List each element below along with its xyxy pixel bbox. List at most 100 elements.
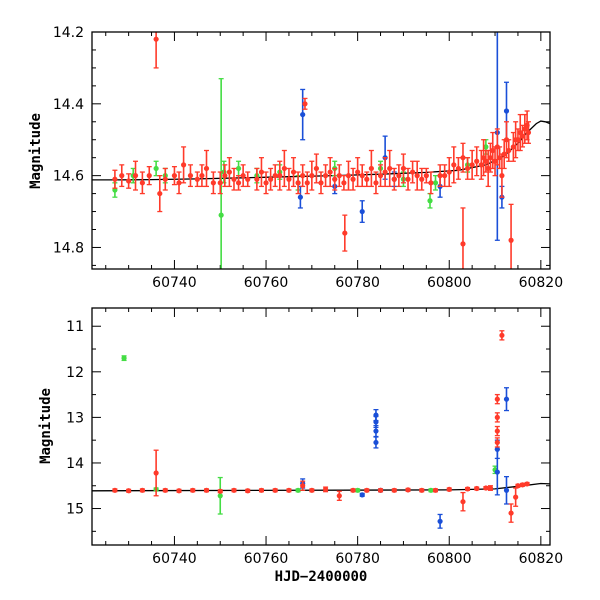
marker (217, 493, 223, 499)
marker (377, 487, 384, 493)
blue-data-point (300, 88, 306, 141)
red-data-point (332, 167, 338, 191)
marker (503, 487, 510, 493)
marker (400, 165, 407, 172)
marker (218, 212, 224, 218)
marker (162, 176, 168, 182)
marker (494, 439, 500, 446)
marker (451, 162, 457, 168)
marker (519, 133, 526, 139)
marker (460, 155, 466, 161)
marker (355, 487, 361, 493)
marker (446, 486, 452, 492)
red-data-point (464, 157, 471, 180)
red-data-point (309, 160, 315, 191)
marker (350, 487, 356, 493)
red-data-point (217, 488, 223, 494)
marker (309, 173, 315, 179)
model-curve (92, 120, 550, 181)
red-data-point (515, 483, 521, 489)
bottom-panel-xlabel: HJD−2400000 (275, 569, 368, 585)
marker (309, 487, 315, 493)
top-panel-frame (91, 31, 551, 270)
marker (483, 144, 489, 150)
marker (487, 485, 494, 491)
marker (313, 165, 320, 172)
marker (277, 173, 283, 179)
marker (515, 137, 521, 143)
marker (460, 499, 466, 505)
red-data-point (405, 487, 411, 493)
marker (513, 494, 519, 500)
marker (217, 180, 223, 186)
marker (515, 483, 521, 489)
red-data-point (464, 486, 471, 492)
marker (304, 180, 310, 186)
marker (231, 176, 237, 182)
marker (318, 180, 324, 186)
marker (427, 198, 433, 204)
red-data-point (157, 174, 163, 213)
red-data-point (153, 449, 159, 497)
red-data-point (387, 149, 393, 188)
red-data-point (419, 167, 425, 191)
marker (359, 492, 365, 498)
red-data-point (226, 157, 232, 188)
marker (455, 165, 461, 172)
marker (181, 162, 187, 168)
marker (187, 173, 194, 179)
red-data-point (190, 487, 196, 493)
red-data-point (231, 167, 237, 191)
red-data-point (222, 164, 228, 188)
red-data-point (171, 166, 178, 186)
red-data-point (272, 164, 278, 188)
marker (524, 481, 530, 487)
red-data-point (119, 164, 125, 188)
red-data-point (519, 482, 526, 488)
red-data-point (309, 487, 315, 493)
marker (194, 176, 200, 182)
red-data-point (524, 110, 530, 141)
marker (423, 173, 429, 179)
red-data-point (517, 113, 523, 152)
marker (176, 180, 182, 186)
marker (442, 173, 448, 179)
marker (272, 487, 278, 493)
red-data-point (203, 487, 210, 493)
marker (364, 487, 370, 493)
red-data-point (258, 487, 265, 493)
marker (322, 173, 329, 179)
red-data-point (245, 488, 251, 494)
red-data-point (460, 207, 466, 269)
red-data-point (364, 171, 370, 188)
marker (254, 176, 260, 182)
red-data-point (139, 171, 145, 195)
marker (121, 355, 127, 361)
blue-data-point (359, 492, 365, 498)
red-data-point (345, 160, 352, 191)
red-data-point (414, 160, 420, 191)
marker (373, 419, 379, 425)
marker (258, 487, 265, 493)
marker (240, 173, 246, 179)
red-data-point (277, 160, 283, 191)
red-data-point (400, 153, 407, 184)
red-data-point (126, 488, 132, 494)
red-data-point (494, 393, 500, 405)
red-data-point (524, 481, 530, 487)
marker (171, 173, 178, 179)
y-tick-label: 14.2 (53, 25, 84, 41)
red-data-point (497, 146, 503, 170)
red-data-point (368, 149, 374, 188)
red-data-point (146, 166, 152, 186)
red-data-point (240, 164, 246, 188)
green-data-point (355, 487, 361, 493)
marker (290, 169, 297, 175)
marker (391, 487, 397, 493)
red-data-point (508, 203, 514, 269)
marker (112, 176, 118, 182)
marker (432, 180, 439, 186)
marker (419, 176, 425, 182)
red-data-point (286, 487, 292, 493)
marker (210, 180, 216, 186)
